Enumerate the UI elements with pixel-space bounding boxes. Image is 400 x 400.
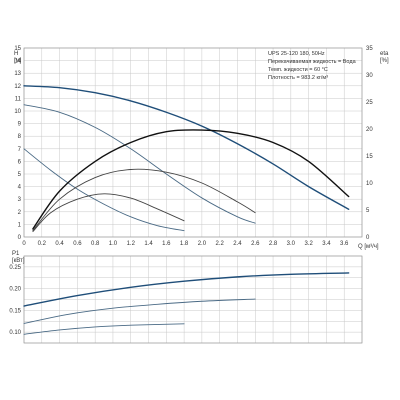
pump-liquid-density: Плотность = 983.2 кг/м³ (268, 75, 328, 81)
efficiency-tick-label: 30 (366, 73, 373, 79)
efficiency-curve-5 (32, 193, 185, 233)
head-axis-label-line1: H (14, 51, 18, 57)
flow-tick-label: 3.6 (340, 241, 349, 247)
power-tick-label: 0.15 (9, 308, 21, 314)
efficiency-axis-label-line2: [%] (380, 58, 389, 64)
power-grid (23, 255, 363, 344)
efficiency-tick-label: 20 (366, 127, 373, 133)
pump-liquid-temperature: Темп. жидкости = 60 °C (268, 67, 328, 73)
efficiency-tick-label: 35 (366, 46, 373, 52)
flow-tick-label: 2.6 (251, 241, 260, 247)
head-tick-label: 7 (18, 147, 22, 153)
head-tick-label: 2 (18, 210, 22, 216)
head-tick-label: 4 (18, 185, 22, 191)
head-tick-label: 10 (14, 109, 21, 115)
power-tick-label: 0.10 (9, 330, 21, 336)
efficiency-tick-labels: 0 5 10 15 20 25 30 35 (366, 46, 373, 241)
flow-tick-label: 0.6 (73, 241, 82, 247)
power-axis-label-line1: P1 (12, 251, 20, 257)
power-chart-panel: 0.10 0.15 0.20 0.25 P1 [кВт] (9, 251, 363, 344)
flow-tick-label: 1.0 (109, 241, 118, 247)
flow-tick-label: 1.6 (162, 241, 171, 247)
flow-tick-label: 0 (22, 241, 26, 247)
power-curve-0 (23, 272, 350, 307)
efficiency-curve-4 (32, 168, 256, 231)
head-curve-2 (23, 148, 185, 232)
power-y-tick-labels: 0.10 0.15 0.20 0.25 (9, 265, 21, 336)
head-tick-label: 3 (18, 197, 22, 203)
flow-tick-label: 2.8 (269, 241, 278, 247)
flow-tick-label: 1.2 (127, 241, 136, 247)
head-curve-1 (23, 104, 256, 224)
flow-tick-label: 0.4 (55, 241, 64, 247)
flow-tick-label: 3.0 (287, 241, 296, 247)
head-tick-label: 6 (18, 159, 22, 165)
power-tick-label: 0.25 (9, 265, 21, 271)
head-tick-label: 15 (14, 46, 21, 52)
head-tick-label: 13 (14, 71, 21, 77)
flow-tick-label: 3.4 (322, 241, 331, 247)
power-curve-1 (23, 298, 256, 324)
power-curve-2 (23, 323, 185, 335)
head-tick-label: 12 (14, 84, 21, 90)
head-plot-frame (23, 47, 363, 238)
head-chart-panel: 0 0.2 0.4 0.6 0.8 1.0 1.2 1.4 1.6 1.8 2.0 2.2 2.4 2.6… (14, 46, 389, 250)
pump-model: UPS 25-120 180, 50Hz (268, 51, 325, 57)
head-grid (23, 47, 363, 238)
efficiency-tick-label: 15 (366, 154, 373, 160)
flow-tick-label: 1.4 (144, 241, 153, 247)
flow-tick-label: 0.2 (38, 241, 47, 247)
flow-tick-label: 3.2 (304, 241, 313, 247)
head-curve-0 (23, 85, 350, 210)
efficiency-tick-label: 5 (366, 208, 370, 214)
pump-info-box: UPS 25-120 180, 50Hz Перекачиваемая жидк… (268, 51, 357, 81)
flow-tick-label: 2.2 (216, 241, 225, 247)
head-tick-label: 14 (14, 59, 21, 65)
efficiency-tick-label: 10 (366, 181, 373, 187)
head-axis-label-line2: [м] (14, 58, 22, 64)
power-tick-label: 0.20 (9, 287, 21, 293)
flow-axis-label: Q [м³/ч] (358, 244, 379, 250)
power-axis-label-line2: [кВт] (12, 258, 25, 264)
flow-tick-label: 0.8 (91, 241, 100, 247)
pump-liquid: Перекачиваемая жидкость = Вода (268, 59, 357, 65)
flow-tick-label: 2.4 (233, 241, 242, 247)
head-tick-label: 9 (18, 122, 22, 128)
head-tick-label: 8 (18, 134, 22, 140)
efficiency-axis-label-line1: eta (380, 51, 389, 57)
head-tick-label: 1 (18, 222, 22, 228)
head-tick-label: 11 (15, 96, 22, 102)
head-tick-label: 0 (18, 235, 22, 241)
power-plot-frame (23, 255, 363, 344)
power-curves (23, 272, 350, 335)
efficiency-tick-label: 0 (366, 235, 370, 241)
efficiency-tick-label: 25 (366, 100, 373, 106)
head-tick-label: 5 (18, 172, 22, 178)
head-x-tick-labels: 0 0.2 0.4 0.6 0.8 1.0 1.2 1.4 1.6 1.8 2.0 2.2 2.4 2.6… (22, 241, 349, 247)
flow-tick-label: 2.0 (198, 241, 207, 247)
efficiency-curve-3 (32, 129, 350, 230)
head-curves (23, 85, 350, 233)
flow-tick-label: 1.8 (180, 241, 189, 247)
